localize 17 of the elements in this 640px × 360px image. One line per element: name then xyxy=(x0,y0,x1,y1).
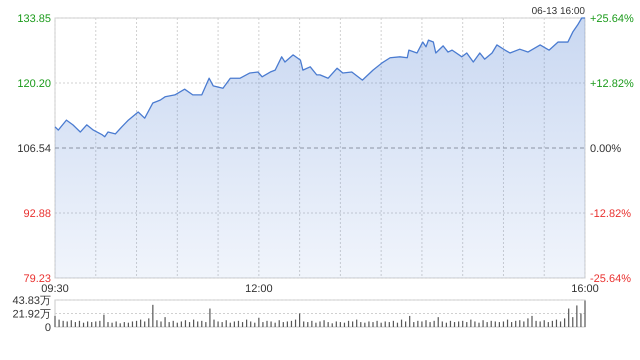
x-tick-label: 12:00 xyxy=(245,283,273,295)
y2-tick-label: +12.82% xyxy=(590,78,634,90)
y2-tick-label: -25.64% xyxy=(590,272,632,285)
x-tick-label: 16:00 xyxy=(571,283,599,295)
y-tick-label: 92.88 xyxy=(23,208,51,220)
y-tick-label: 21.92万 xyxy=(12,308,51,320)
text: 120.20 xyxy=(17,78,51,90)
y2-tick-label: 0.00% xyxy=(590,142,622,155)
y2-tick-label: +25.64% xyxy=(590,12,634,25)
y-tick-label: 79.23 xyxy=(23,272,51,285)
y-tick-label: 43.83万 xyxy=(12,294,51,307)
x-tick-label: 09:30 xyxy=(41,283,69,295)
y2-tick-label: -12.82% xyxy=(590,208,632,220)
y-tick-label: 106.54 xyxy=(17,142,51,155)
y-tick-label: 0 xyxy=(44,322,51,334)
text: 06-13 16:00 xyxy=(532,6,586,17)
y-tick-label: 133.85 xyxy=(17,12,51,25)
